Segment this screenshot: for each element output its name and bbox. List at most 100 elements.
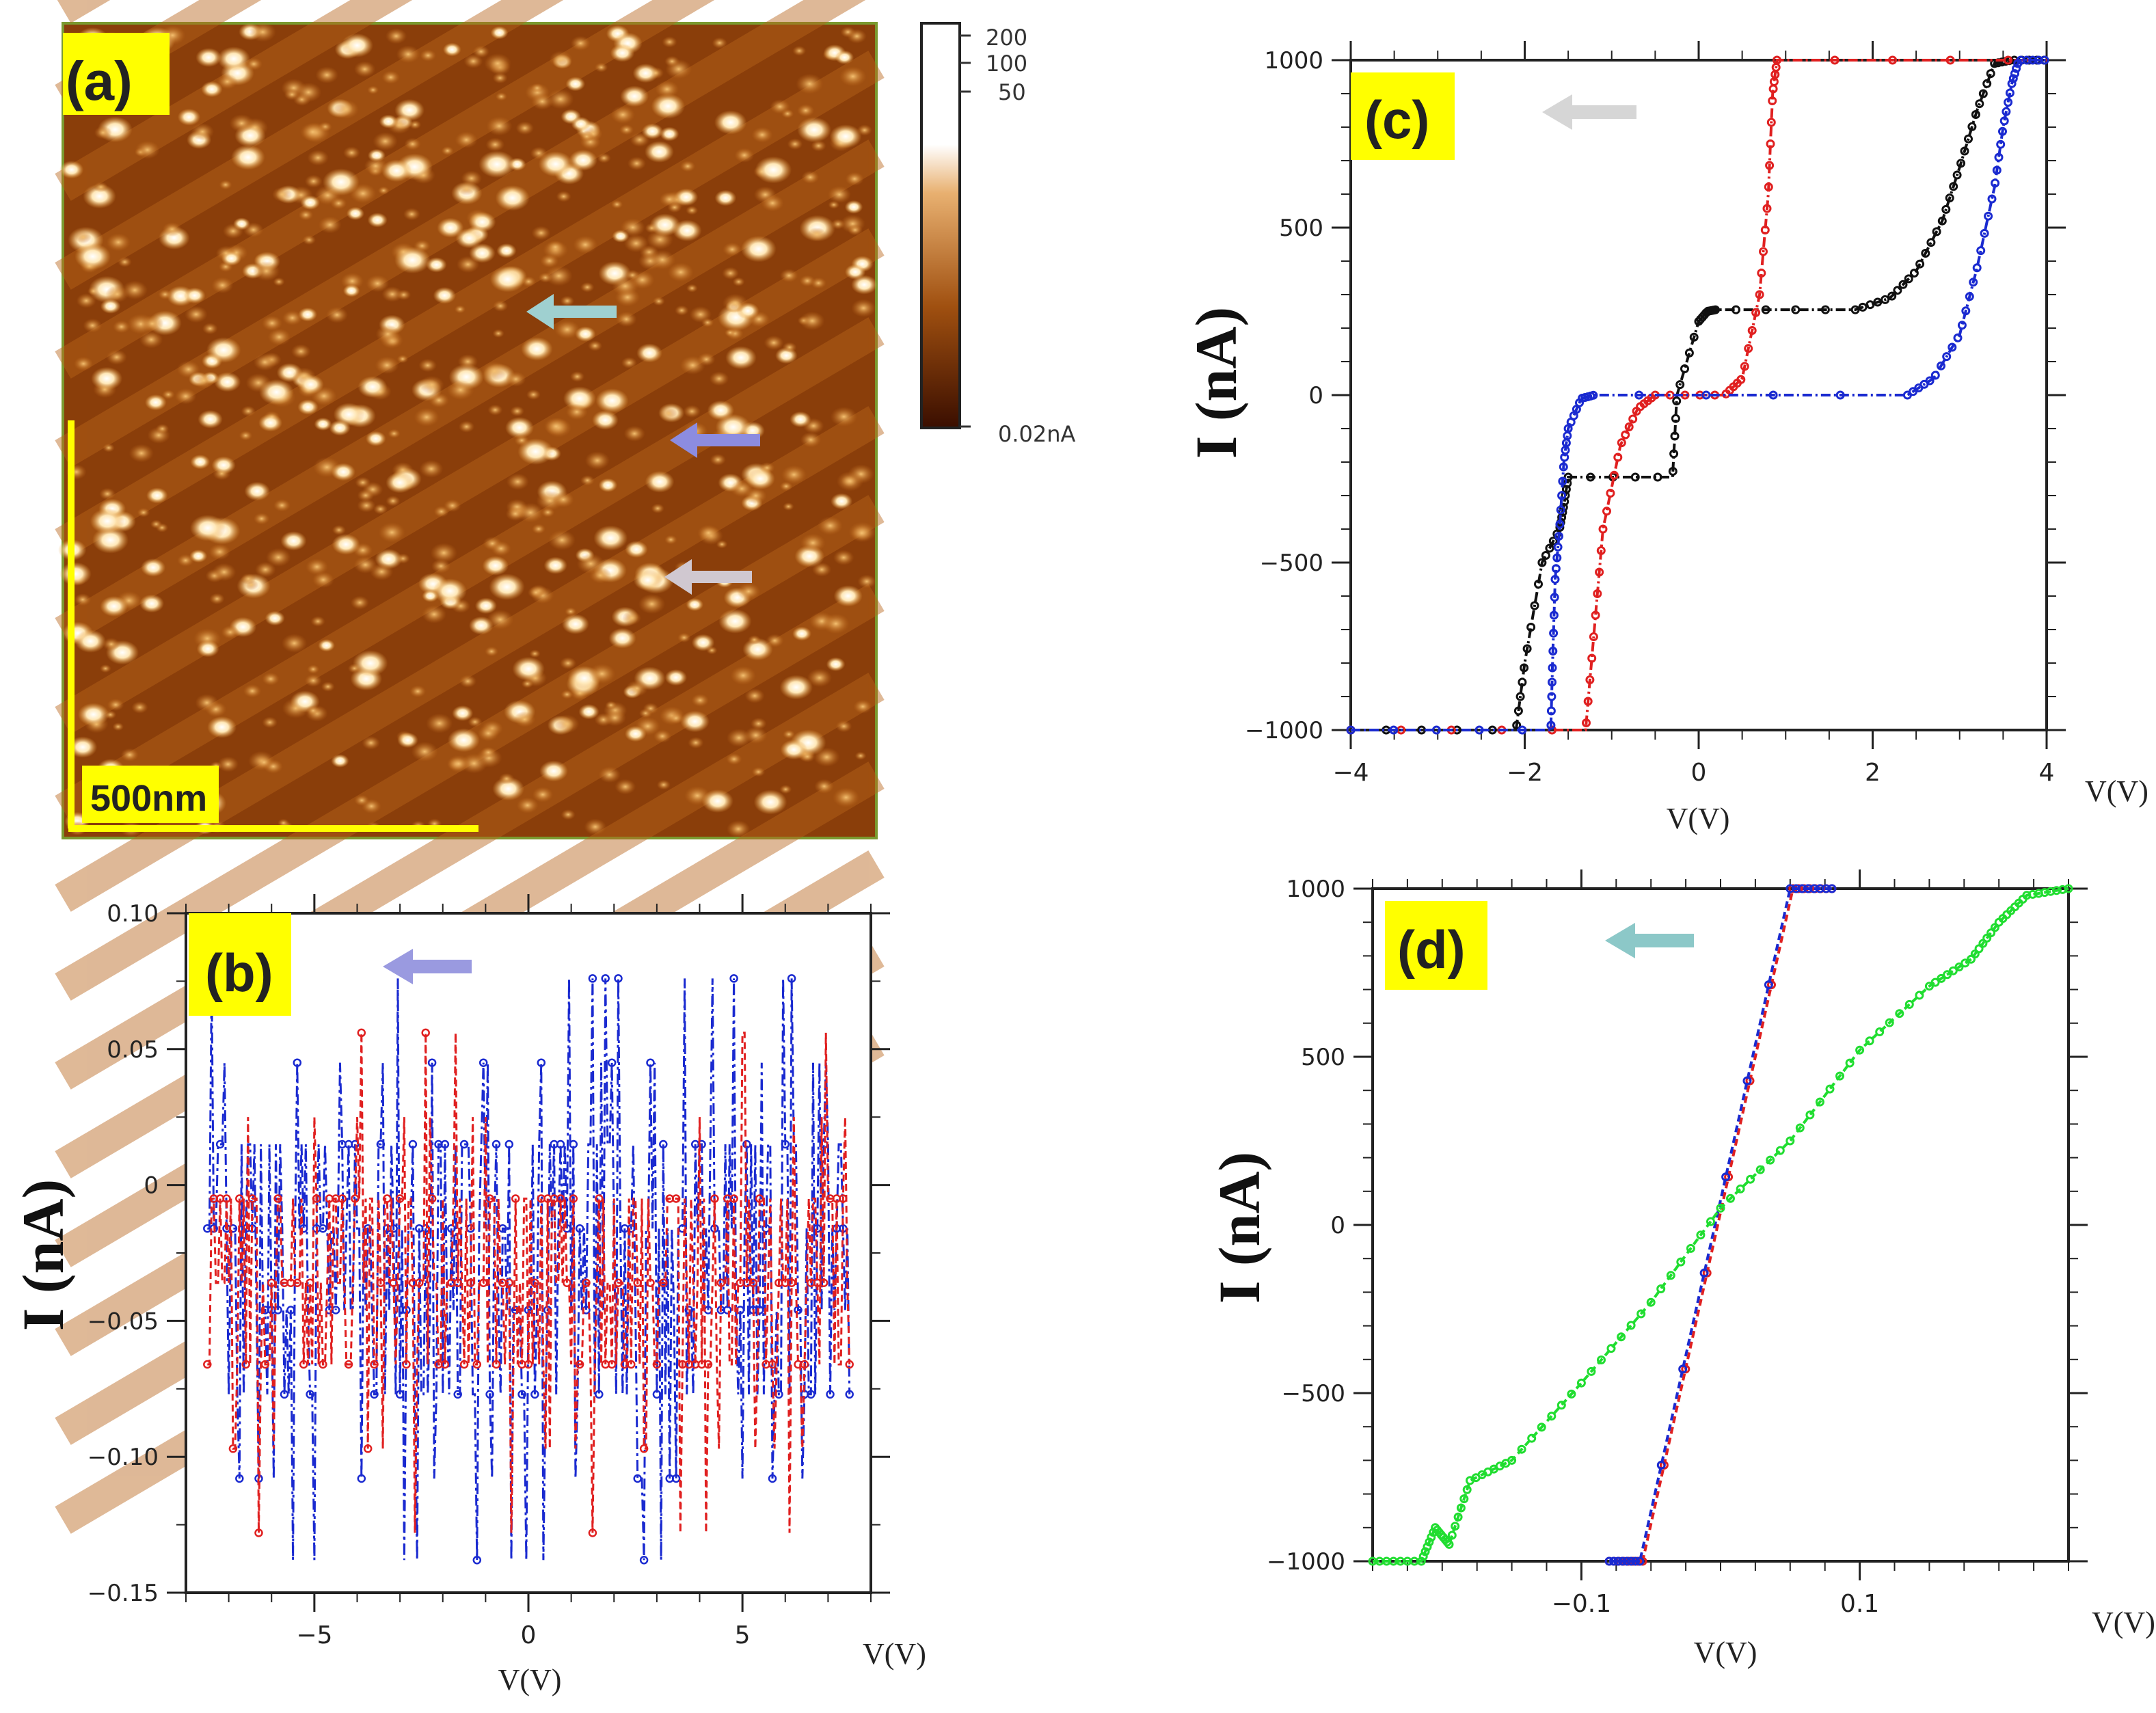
series-point-blue bbox=[556, 1139, 565, 1149]
series-point-blue bbox=[2002, 107, 2011, 116]
series-point-red bbox=[260, 1360, 270, 1369]
panel-b-x-axis-end-label: V(V) bbox=[863, 1637, 926, 1671]
series-point-green bbox=[1845, 1058, 1855, 1068]
afm-grain bbox=[492, 329, 504, 338]
afm-grain bbox=[129, 444, 154, 463]
series-point-black bbox=[1971, 110, 1980, 119]
series-point-blue bbox=[517, 1390, 526, 1399]
y-tick-label: 1000 bbox=[1286, 876, 1345, 903]
afm-grain bbox=[75, 231, 92, 243]
series-point-red bbox=[588, 1528, 597, 1537]
y-tick-label: 500 bbox=[1279, 215, 1323, 242]
series-point-blue bbox=[1548, 647, 1558, 656]
series-point-green bbox=[1547, 1412, 1557, 1421]
series-point-blue bbox=[646, 1058, 655, 1067]
series-point-black bbox=[1975, 99, 1984, 109]
series-point-blue bbox=[293, 1058, 302, 1067]
series-point-green bbox=[1960, 958, 1970, 968]
afm-grain bbox=[656, 779, 671, 790]
afm-grain bbox=[833, 787, 860, 808]
series-point-black bbox=[1526, 623, 1536, 632]
series-point-blue bbox=[639, 1556, 649, 1565]
afm-grain bbox=[770, 99, 790, 114]
afm-grain bbox=[853, 699, 872, 714]
afm-grain bbox=[375, 325, 401, 343]
series-point-black bbox=[1865, 300, 1875, 310]
afm-grain bbox=[845, 172, 864, 186]
afm-grain bbox=[243, 684, 262, 698]
afm-grain bbox=[818, 516, 843, 535]
afm-grain bbox=[241, 573, 256, 585]
afm-grain bbox=[576, 553, 605, 574]
afm-grain bbox=[569, 371, 585, 382]
afm-grain bbox=[710, 453, 726, 466]
series-point-blue bbox=[1965, 292, 1974, 301]
afm-grain bbox=[174, 388, 197, 405]
afm-grain bbox=[605, 701, 617, 710]
afm-grain bbox=[183, 287, 206, 304]
afm-grain bbox=[531, 226, 551, 241]
colorbar bbox=[920, 22, 961, 429]
x-tick-label: 4 bbox=[2039, 759, 2055, 787]
panel-d-plot-frame bbox=[1371, 887, 2070, 1563]
afm-grain bbox=[521, 276, 536, 287]
afm-grain bbox=[469, 243, 496, 263]
series-line-blue bbox=[207, 978, 851, 1561]
series-point-black bbox=[1960, 146, 1969, 156]
afm-grain bbox=[730, 666, 756, 686]
afm-grain bbox=[340, 272, 364, 290]
afm-grain bbox=[122, 280, 148, 300]
series-point-green bbox=[1420, 1547, 1430, 1556]
afm-grain bbox=[624, 725, 647, 742]
afm-grain bbox=[751, 767, 766, 777]
afm-grain bbox=[340, 33, 373, 57]
series-point-red bbox=[671, 1194, 681, 1203]
afm-grain bbox=[810, 277, 826, 289]
series-point-red bbox=[491, 1360, 501, 1369]
afm-grain bbox=[638, 708, 653, 718]
series-point-green bbox=[1456, 1503, 1466, 1513]
series-point-black bbox=[1671, 414, 1680, 423]
series-point-blue bbox=[2007, 79, 2017, 88]
series-point-blue bbox=[1827, 884, 1837, 893]
afm-grain bbox=[668, 712, 684, 724]
panel-d-ticks: −0.1 0.1 1000 500 0 −500 −1000 bbox=[1267, 869, 2088, 1618]
afm-grain bbox=[59, 562, 92, 586]
afm-grain bbox=[529, 649, 541, 658]
series-point-blue bbox=[280, 1390, 289, 1399]
afm-grain bbox=[411, 742, 438, 761]
series-point-black bbox=[1893, 286, 1902, 295]
afm-grain bbox=[106, 349, 127, 365]
afm-grain bbox=[714, 110, 747, 135]
afm-grain bbox=[580, 475, 595, 486]
series-point-blue bbox=[807, 1390, 816, 1399]
series-point-black bbox=[1537, 558, 1547, 567]
afm-grain bbox=[266, 548, 291, 567]
afm-grain bbox=[515, 121, 535, 135]
afm-grain bbox=[280, 531, 307, 551]
afm-grain bbox=[214, 372, 241, 392]
afm-grain bbox=[482, 556, 509, 576]
series-point-black bbox=[1689, 332, 1699, 342]
afm-grain bbox=[331, 754, 349, 768]
series-point-red bbox=[338, 1194, 347, 1203]
series-point-blue bbox=[1994, 152, 2004, 162]
afm-grain bbox=[726, 753, 742, 766]
series-point-red bbox=[1628, 414, 1638, 424]
afm-grain bbox=[253, 353, 277, 371]
series-point-blue bbox=[1925, 376, 1935, 386]
afm-grain bbox=[686, 284, 698, 293]
afm-grain bbox=[697, 353, 716, 366]
series-point-red bbox=[1606, 489, 1615, 498]
afm-grain bbox=[479, 150, 515, 178]
afm-grain bbox=[273, 499, 291, 512]
series-point-green bbox=[1954, 962, 1964, 972]
series-point-black bbox=[1630, 472, 1640, 482]
panel-d-x-axis-title: V(V) bbox=[1694, 1636, 1757, 1669]
afm-grain bbox=[273, 277, 285, 286]
afm-grain bbox=[430, 543, 457, 563]
series-point-blue bbox=[1558, 476, 1567, 486]
series-point-red bbox=[1587, 653, 1597, 663]
afm-grain bbox=[300, 195, 321, 210]
afm-grain bbox=[496, 243, 517, 258]
